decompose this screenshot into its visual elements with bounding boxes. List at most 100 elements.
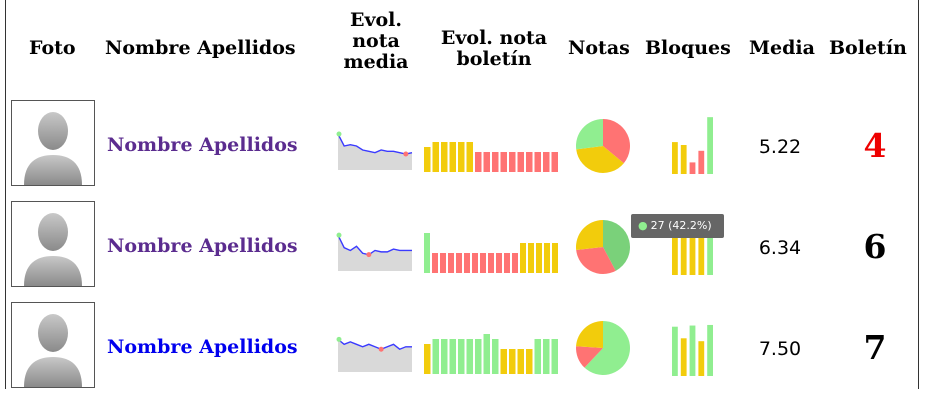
header-evol-boletin-line1: Evol. nota	[440, 27, 548, 49]
sparkline-line	[337, 234, 412, 256]
tooltip-text: 27 (42.2%)	[650, 219, 712, 232]
media-value: 7.50	[758, 338, 802, 360]
grades-table	[5, 0, 919, 389]
boletin-bar	[512, 253, 518, 273]
boletin-bar	[424, 147, 431, 172]
boletin-bar	[466, 339, 473, 374]
header-bloques: Bloques	[645, 37, 731, 59]
pie-slice-notable[interactable]	[576, 119, 603, 150]
boletin-bar	[440, 253, 446, 273]
boletin-bar	[475, 339, 482, 374]
sparkline-min-point	[378, 346, 384, 352]
bloque-bar	[672, 326, 678, 376]
boletin-bar	[441, 142, 448, 172]
pie-slice-suspenso[interactable]	[576, 247, 616, 274]
boletin-bar	[464, 253, 470, 273]
boletin-bar	[483, 152, 490, 172]
student-row: Nombre Apellidos 7.50 7	[0, 300, 926, 396]
boletin-bar	[449, 339, 456, 374]
boletin-bar	[534, 339, 541, 374]
sparkline-line	[337, 338, 412, 351]
boletin-bar	[483, 334, 490, 374]
sparkline-max-point	[336, 131, 342, 137]
evol-boletin-bars[interactable]	[424, 132, 560, 172]
bloque-bar	[672, 142, 678, 174]
bloque-bar	[672, 234, 678, 275]
header-media: Media	[749, 37, 815, 59]
boletin-bar	[534, 152, 541, 172]
notas-pie-chart[interactable]	[575, 320, 631, 376]
bloque-bar	[707, 117, 713, 174]
bloque-bar	[698, 234, 705, 275]
boletin-bar	[441, 339, 448, 374]
bloque-bar	[698, 150, 705, 174]
boletin-bar	[536, 243, 542, 273]
avatar-silhouette-icon	[24, 213, 82, 286]
pie-slice-suspenso[interactable]	[576, 346, 603, 368]
boletin-bar	[526, 349, 533, 374]
boletin-grade: 6	[863, 227, 887, 266]
evol-media-sparkline[interactable]	[336, 227, 416, 271]
boletin-bar	[458, 142, 465, 172]
student-name-link[interactable]: Nombre Apellidos	[107, 134, 298, 156]
avatar	[11, 100, 95, 186]
bloque-bar	[689, 234, 696, 275]
bloques-bars[interactable]	[672, 217, 716, 275]
bloque-bar	[698, 341, 705, 376]
avatar	[11, 201, 95, 287]
boletin-bar	[458, 339, 465, 374]
boletin-bar	[528, 243, 534, 273]
boletin-bar	[526, 152, 533, 172]
boletin-bar	[488, 253, 494, 273]
pie-slice-aprobado[interactable]	[576, 146, 624, 173]
boletin-bar	[456, 253, 462, 273]
boletin-bar	[472, 253, 478, 273]
header-evol-boletin: Evol. nota boletín	[426, 28, 562, 70]
bloque-bar	[689, 162, 696, 174]
bloque-bar	[689, 325, 696, 376]
avatar-silhouette-icon	[24, 314, 82, 387]
boletin-bar	[500, 349, 507, 374]
sparkline-max-point	[336, 336, 342, 342]
sparkline-area	[338, 235, 412, 271]
pie-slice-aprobado[interactable]	[576, 321, 603, 348]
boletin-bar	[517, 152, 524, 172]
evol-media-sparkline[interactable]	[336, 328, 416, 372]
header-notas: Notas	[568, 37, 630, 59]
header-boletin: Boletín	[829, 37, 907, 59]
boletin-bar	[509, 349, 516, 374]
evol-boletin-bars[interactable]	[424, 334, 560, 374]
student-row: Nombre Apellidos 6.34 6	[0, 199, 926, 295]
pie-slice-notable[interactable]	[603, 220, 630, 271]
boletin-bar	[551, 152, 558, 172]
bloques-bars[interactable]	[672, 116, 716, 174]
bloque-bar	[680, 338, 687, 376]
tooltip-dot-icon: ●	[638, 219, 648, 232]
notas-pie-chart[interactable]	[575, 118, 631, 174]
boletin-bar	[448, 253, 454, 273]
header-evol-media-line1: Evol.	[349, 9, 403, 31]
sparkline-area	[338, 339, 412, 372]
boletin-bar	[432, 339, 439, 374]
pie-slice-aprobado[interactable]	[576, 220, 603, 251]
notas-pie-chart[interactable]	[575, 219, 631, 275]
evol-media-sparkline[interactable]	[336, 126, 416, 170]
bloque-bar	[707, 324, 713, 376]
media-value: 5.22	[758, 136, 802, 158]
pie-slice-notable[interactable]	[584, 321, 630, 375]
pie-slice-suspenso[interactable]	[603, 119, 630, 164]
sparkline-min-point	[366, 252, 372, 258]
bloques-bars[interactable]	[672, 318, 716, 376]
boletin-bar	[492, 339, 499, 374]
boletin-bar	[517, 349, 524, 374]
boletin-bar	[432, 253, 438, 273]
header-evol-media: Evol. nota media	[336, 10, 416, 73]
evol-boletin-bars[interactable]	[424, 233, 560, 273]
boletin-grade: 7	[863, 328, 887, 367]
student-name-link[interactable]: Nombre Apellidos	[107, 336, 298, 358]
bloque-bar	[707, 234, 713, 275]
boletin-bar	[424, 344, 431, 374]
header-nombre: Nombre Apellidos	[105, 37, 296, 59]
avatar	[11, 302, 95, 388]
student-name-link[interactable]: Nombre Apellidos	[107, 235, 298, 257]
